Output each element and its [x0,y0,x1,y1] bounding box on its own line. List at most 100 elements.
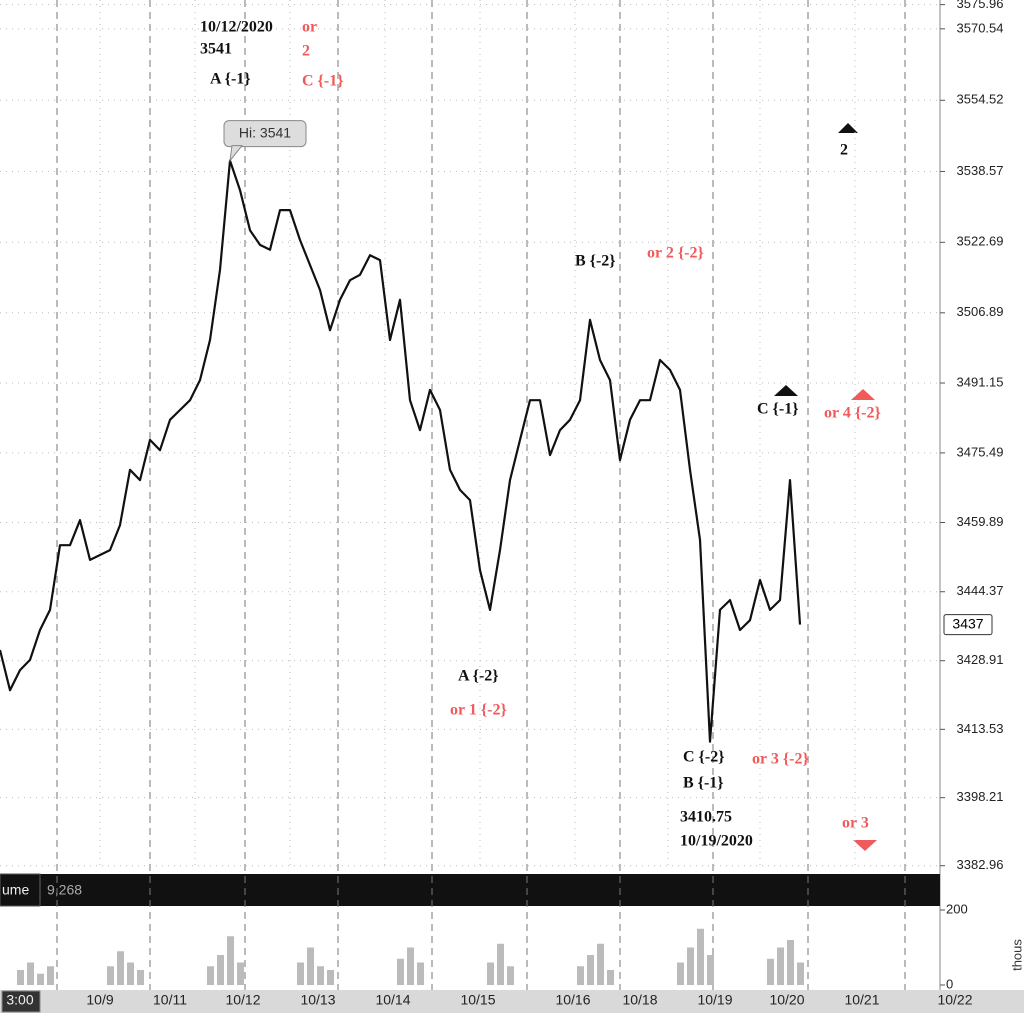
volume-bar [507,966,514,985]
y-tick-label: 3475.49 [957,444,1004,459]
annotation: or 2 {-2} [647,245,704,262]
volume-bar [687,947,694,985]
marker-up [838,123,858,133]
annotation: C {-1} [757,401,799,418]
volume-bar [597,943,604,985]
hi-label: Hi: 3541 [239,124,291,140]
annotation: B {-2} [575,253,616,270]
volume-bar [137,970,144,985]
y-tick-label: 3538.57 [957,163,1004,178]
annotation: or [302,19,317,36]
annotation: A {-2} [458,668,499,685]
x-tick-label: 10/16 [555,992,590,1008]
volume-header [0,873,41,907]
annotation: C {-1} [302,73,344,90]
annotation: A {-1} [210,71,251,88]
volume-bar [787,940,794,985]
x-tick-label: 10/22 [937,992,972,1008]
x-tick-label: 10/15 [460,992,495,1008]
volume-bar [777,947,784,985]
annotation: 3541 [200,41,232,58]
volume-bar [707,955,714,985]
volume-bar [767,958,774,985]
x-tick-label: 10/13 [300,992,335,1008]
marker-up [851,389,875,400]
x-tick-label: 10/12 [225,992,260,1008]
last-price: 3437 [952,615,983,631]
annotation: 2 [840,142,848,159]
x-tick-label: 10/11 [153,992,187,1008]
annotation: B {-1} [683,775,724,792]
volume-bar [307,947,314,985]
annotation: or 3 {-2} [752,751,809,768]
x-tick-label: 10/9 [86,992,113,1008]
volume-unit: thous [1009,939,1024,971]
annotation: 10/12/2020 [200,19,273,36]
x-tick-label: 10/14 [375,992,410,1008]
x-axis [0,990,1024,1013]
volume-tick-label: 200 [946,901,968,916]
annotation: or 3 [842,815,869,832]
volume-bar [327,970,334,985]
volume-bar [797,962,804,985]
volume-bar [227,936,234,985]
volume-tick-label: 0 [946,976,953,991]
volume-bar [677,962,684,985]
volume-bar [397,958,404,985]
volume-bar [607,970,614,985]
y-tick-label: 3459.89 [957,514,1004,529]
y-tick-label: 3570.54 [957,20,1004,35]
plot-area [0,0,940,872]
volume-bar [127,962,134,985]
price-axis [940,0,1024,1013]
volume-bar [237,962,244,985]
annotation: 2 [302,43,310,60]
y-tick-label: 3491.15 [957,374,1004,389]
x-tick-label: 10/20 [769,992,804,1008]
last-price-box [943,614,993,636]
y-tick-label: 3506.89 [957,304,1004,319]
annotation: C {-2} [683,749,725,766]
x-tick-label: 10/19 [697,992,732,1008]
y-tick-label: 3413.53 [957,721,1004,736]
volume-bar [487,962,494,985]
volume-bar [47,966,54,985]
volume-bar [107,966,114,985]
x-tick-label: 3:00 [6,992,33,1008]
volume-bar [217,955,224,985]
y-tick-label: 3554.52 [957,92,1004,107]
volume-last: 9,268 [47,882,82,898]
y-tick-label: 3428.91 [957,652,1004,667]
time-box [1,990,41,1013]
volume-bar [17,970,24,985]
annotation: 10/19/2020 [680,833,753,850]
volume-bar [577,966,584,985]
y-tick-label: 3522.69 [957,234,1004,249]
annotation: or 4 {-2} [824,405,881,422]
x-tick-label: 10/21 [844,992,879,1008]
x-tick-label: 10/18 [622,992,657,1008]
volume-bar [297,962,304,985]
volume-bar [317,966,324,985]
y-tick-label: 3575.96 [957,0,1004,11]
volume-header-bar [0,874,940,906]
annotation: or 1 {-2} [450,702,507,719]
annotation: 3410.75 [680,809,732,826]
volume-bar [207,966,214,985]
volume-bar [27,962,34,985]
volume-bar [497,943,504,985]
hi-pointer [229,145,244,163]
volume-bar [37,973,44,985]
price-line [0,159,802,743]
y-tick-label: 3444.37 [957,583,1004,598]
marker-down [853,840,877,851]
volume-bar [417,962,424,985]
marker-up [774,385,798,396]
hi-callout [223,120,307,148]
volume-bar [697,928,704,985]
volume-bar [407,947,414,985]
volume-bar [587,955,594,985]
y-tick-label: 3398.21 [957,789,1004,804]
volume-title: ume [2,882,29,898]
